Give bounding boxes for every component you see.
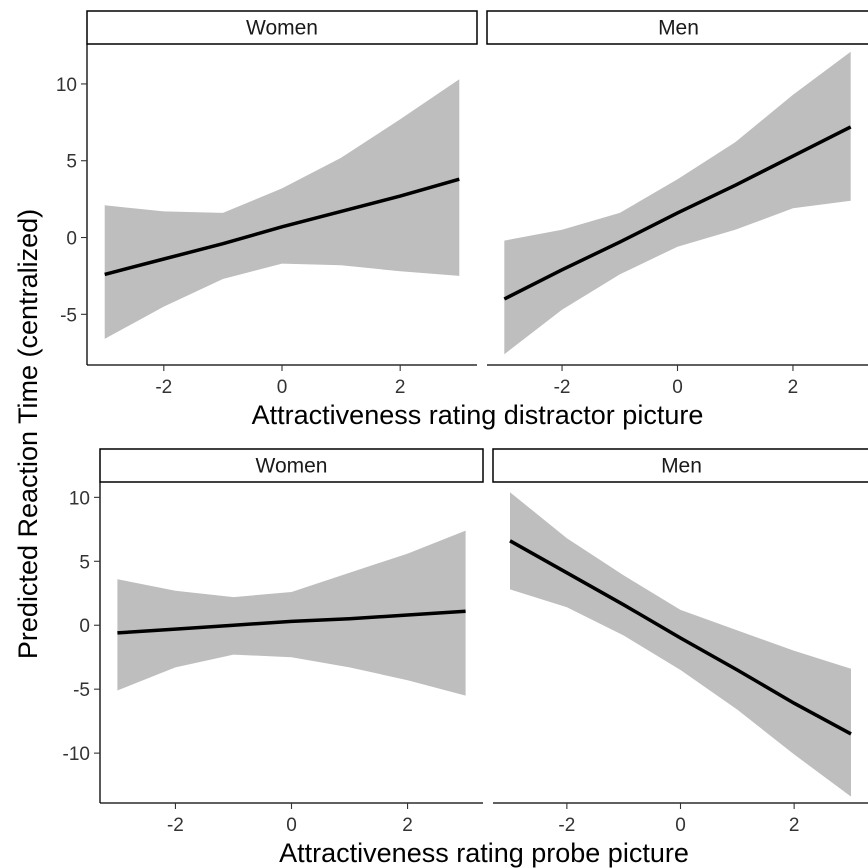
confidence-band: [504, 51, 851, 355]
x-tick-label: 0: [672, 377, 683, 398]
strip-label: Women: [246, 17, 318, 40]
y-tick-label: 10: [69, 488, 90, 509]
y-tick-label: -5: [60, 305, 77, 326]
panel-men: Men -2 0 2: [486, 10, 868, 398]
panel-women: Women -2 0 2: [86, 10, 478, 398]
strip-label: Women: [256, 455, 328, 478]
x-tick-label: 2: [788, 377, 799, 398]
y-tick-label: 5: [66, 152, 77, 173]
x-tick-label: 0: [675, 815, 686, 836]
y-tick-label: 0: [66, 229, 77, 250]
strip-box: [86, 10, 478, 45]
fit-line: [117, 609, 466, 635]
x-axis-title: Attractiveness rating probe picture: [279, 838, 689, 868]
x-tick-label: 2: [789, 815, 800, 836]
fit-line: [509, 539, 852, 736]
strip-box: [492, 448, 868, 483]
x-tick-label: -2: [155, 377, 172, 398]
x-tick-label: 2: [402, 815, 413, 836]
y-tick-label: 0: [79, 616, 90, 637]
y-axis-title: Predicted Reaction Time (centralized): [13, 209, 43, 659]
strip-box: [486, 10, 868, 45]
strip-box: [99, 448, 484, 483]
x-tick-label: 2: [395, 377, 406, 398]
fit-line: [503, 125, 852, 301]
y-tick-label: -10: [63, 744, 90, 765]
facet-row-1: Women -2 0 2 Men -2 0 2 10 5 0 -5 Attractiveness rat…: [56, 10, 868, 430]
strip-label: Men: [658, 17, 699, 40]
y-tick-label: 5: [79, 552, 90, 573]
x-tick-label: -2: [558, 815, 575, 836]
panel-women: Women -2 0 2: [99, 448, 484, 836]
confidence-band: [117, 530, 466, 696]
strip-label: Men: [661, 455, 702, 478]
x-tick-label: 0: [277, 377, 288, 398]
facet-row-2: Women -2 0 2 Men -2 0 2 10 5 0 -5 -10 Attractiveness …: [63, 448, 868, 868]
confidence-band: [510, 492, 851, 797]
x-tick-label: 0: [286, 815, 297, 836]
confidence-band: [104, 79, 460, 339]
x-axis-title: Attractiveness rating distractor picture: [252, 400, 704, 430]
panel-men: Men -2 0 2: [492, 448, 868, 836]
y-tick-label: 10: [56, 75, 77, 96]
y-tick-label: -5: [73, 680, 90, 701]
x-tick-label: -2: [167, 815, 184, 836]
fit-line: [104, 177, 460, 277]
x-tick-label: -2: [554, 377, 571, 398]
